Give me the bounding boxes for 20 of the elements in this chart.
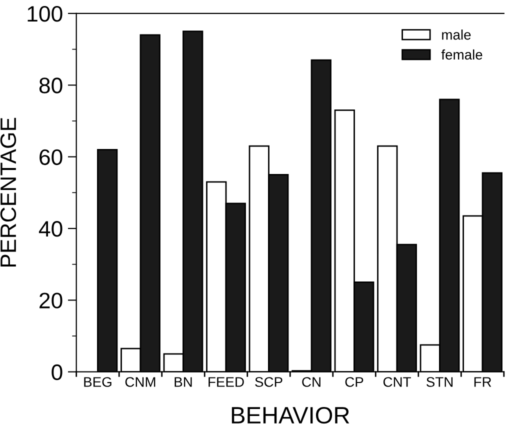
y-tick-label: 0: [52, 364, 62, 380]
x-tick-label: FR: [474, 377, 492, 387]
x-tick-label: BN: [174, 377, 192, 387]
legend-label: male: [442, 30, 471, 40]
x-tick-label: STN: [426, 377, 453, 387]
y-axis-title: PERCENTAGE: [0, 118, 16, 267]
x-tick-label: BEG: [84, 377, 112, 387]
y-tick-label: 100: [28, 6, 62, 22]
x-axis-title: BEHAVIOR: [232, 406, 350, 424]
x-tick-label: CP: [345, 377, 364, 387]
x-tick-label: CNM: [125, 377, 156, 387]
x-tick-label: SCP: [255, 377, 282, 387]
x-tick-label: FEED: [208, 377, 244, 387]
y-tick-label: 20: [40, 292, 62, 308]
legend-label: female: [441, 49, 482, 60]
y-tick-label: 60: [40, 149, 62, 166]
y-tick-label: 40: [38, 221, 62, 237]
x-tick-label: CN: [302, 377, 320, 387]
x-tick-label: CNT: [383, 377, 411, 387]
y-tick-label: 80: [39, 78, 62, 94]
